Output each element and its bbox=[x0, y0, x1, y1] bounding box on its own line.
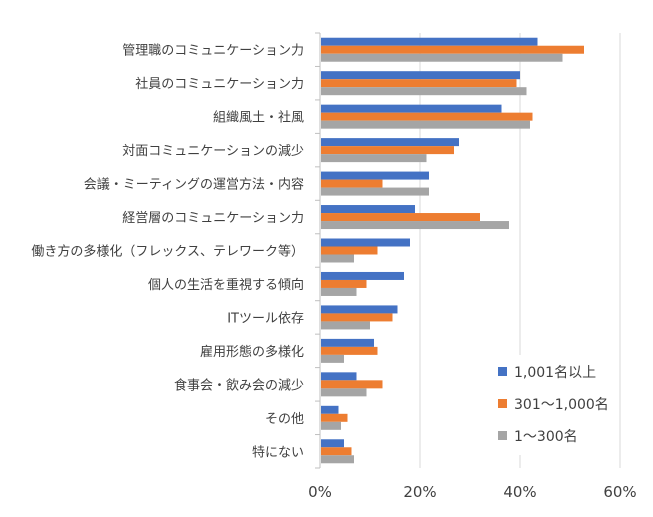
bar-s2-2 bbox=[321, 112, 533, 121]
category-label: 組織風土・社風 bbox=[213, 110, 304, 126]
bar-s3-3 bbox=[321, 154, 427, 163]
bar-s1-7 bbox=[321, 271, 404, 280]
bar-s1-2 bbox=[321, 104, 502, 113]
bar-s2-11 bbox=[321, 413, 348, 422]
category-label: 特にない bbox=[252, 445, 304, 460]
x-tick-label: 20% bbox=[403, 483, 436, 501]
bar-s3-7 bbox=[321, 287, 357, 296]
bar-s2-7 bbox=[321, 279, 367, 288]
category-label: 対面コミュニケーションの減少 bbox=[122, 143, 304, 159]
bar-s2-5 bbox=[321, 213, 480, 222]
legend-box bbox=[490, 355, 618, 455]
bar-s1-1 bbox=[321, 71, 520, 80]
category-label: 社員のコミュニケーション力 bbox=[135, 76, 304, 92]
category-label: 働き方の多様化（フレックス、テレワーク等） bbox=[31, 244, 304, 260]
bar-s1-0 bbox=[321, 37, 538, 46]
legend-swatch-1 bbox=[498, 367, 507, 376]
bar-s3-4 bbox=[321, 187, 429, 196]
bar-s1-9 bbox=[321, 338, 374, 347]
category-label: その他 bbox=[265, 412, 304, 427]
bar-s1-11 bbox=[321, 405, 339, 414]
bar-s2-3 bbox=[321, 146, 454, 155]
bar-s3-0 bbox=[321, 53, 563, 62]
bar-s2-4 bbox=[321, 179, 383, 188]
x-tick-label: 60% bbox=[603, 483, 636, 501]
bar-s1-6 bbox=[321, 238, 410, 247]
bar-s1-12 bbox=[321, 439, 344, 448]
category-label: 経営層のコミュニケーション力 bbox=[122, 211, 304, 226]
category-label: ITツール依存 bbox=[227, 311, 304, 326]
legend-label-3: 1〜300名 bbox=[514, 429, 578, 445]
bar-s1-5 bbox=[321, 205, 415, 214]
legend-swatch-2 bbox=[498, 399, 507, 408]
bar-s2-0 bbox=[321, 45, 584, 54]
bar-s3-12 bbox=[321, 455, 354, 464]
bar-s3-10 bbox=[321, 388, 367, 397]
bar-s3-1 bbox=[321, 87, 527, 96]
bar-s2-6 bbox=[321, 246, 378, 255]
legend-label-2: 301〜1,000名 bbox=[514, 397, 609, 413]
category-label: 個人の生活を重視する傾向 bbox=[148, 277, 304, 293]
bar-s3-2 bbox=[321, 120, 530, 129]
category-label: 雇用形態の多様化 bbox=[200, 344, 304, 360]
bar-s2-9 bbox=[321, 346, 378, 355]
bar-s2-8 bbox=[321, 313, 393, 322]
category-label: 管理職のコミュニケーション力 bbox=[122, 44, 304, 59]
bar-s1-10 bbox=[321, 372, 357, 381]
category-label: 食事会・飲み会の減少 bbox=[174, 377, 304, 393]
bar-s3-11 bbox=[321, 421, 341, 430]
bar-s3-9 bbox=[321, 354, 344, 363]
bar-s1-8 bbox=[321, 305, 398, 314]
category-label: 会議・ミーティングの運営方法・内容 bbox=[84, 177, 304, 193]
legend-swatch-3 bbox=[498, 431, 507, 440]
x-tick-label: 0% bbox=[308, 483, 332, 501]
bar-s3-8 bbox=[321, 321, 370, 330]
bar-s2-1 bbox=[321, 79, 517, 88]
bar-s1-4 bbox=[321, 171, 429, 180]
x-tick-label: 40% bbox=[503, 483, 536, 501]
bar-s2-10 bbox=[321, 380, 383, 389]
bar-s1-3 bbox=[321, 138, 459, 147]
legend-label-1: 1,001名以上 bbox=[514, 365, 596, 381]
bar-s2-12 bbox=[321, 447, 352, 456]
bar-s3-5 bbox=[321, 221, 509, 230]
bar-s3-6 bbox=[321, 254, 354, 263]
